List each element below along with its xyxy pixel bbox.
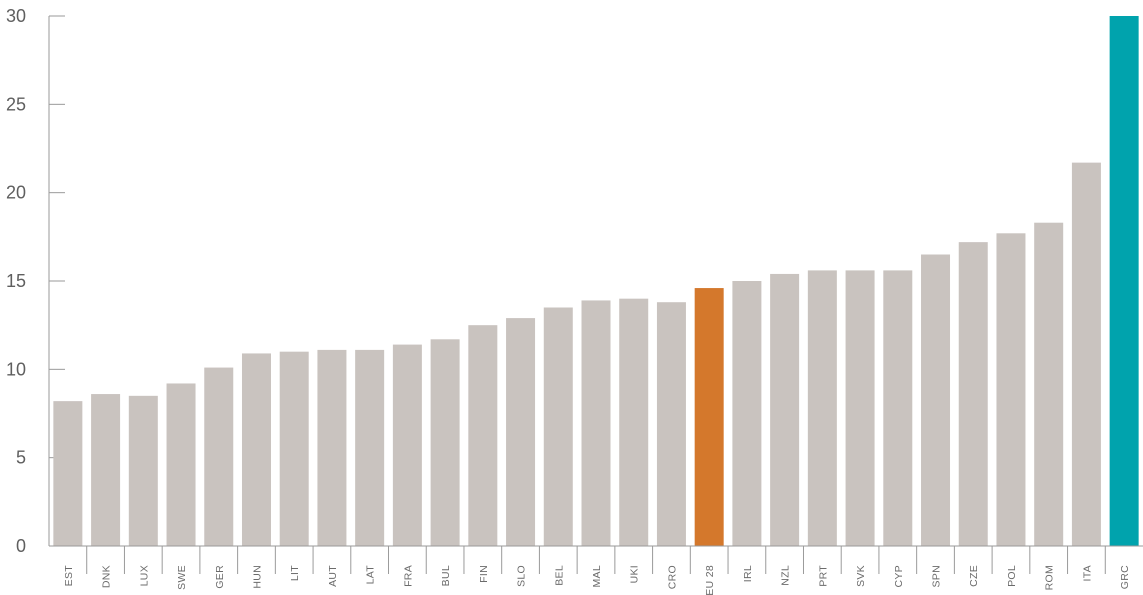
x-tick-label: LAT <box>365 565 377 585</box>
x-tick-label: POL <box>1006 565 1018 587</box>
y-tick-label: 20 <box>6 183 26 203</box>
x-tick-label: ROM <box>1044 565 1056 590</box>
x-tick-label: DNK <box>101 565 113 588</box>
bar <box>732 281 762 546</box>
x-tick-label: FRA <box>402 565 414 587</box>
x-tick-label: CZE <box>968 565 980 587</box>
x-tick-label: SVK <box>855 565 867 587</box>
x-tick-label: CRO <box>666 565 678 589</box>
x-tick-label: GER <box>214 565 226 589</box>
bar <box>355 349 385 546</box>
bar <box>468 325 498 546</box>
bar <box>996 233 1026 547</box>
y-tick-label: 5 <box>16 448 26 468</box>
bar <box>883 270 913 546</box>
x-tick-label: HUN <box>251 565 263 589</box>
bar <box>241 353 271 546</box>
bar <box>543 307 573 546</box>
x-axis: EST DNK LUX SWE GER HUN LIT AUT LAT FRA BUL FIN SLO B… <box>49 545 1143 595</box>
bar <box>53 401 83 546</box>
x-tick-label: UKI <box>629 565 641 583</box>
y-tick-label: 30 <box>6 6 26 26</box>
bar <box>1071 162 1101 546</box>
bar <box>807 270 837 546</box>
bar <box>317 349 347 546</box>
x-tick-label: MAL <box>591 565 603 588</box>
bar <box>430 339 460 546</box>
bar <box>581 300 611 546</box>
bar <box>770 273 800 546</box>
x-tick-label: BUL <box>440 565 452 586</box>
y-axis: 0 5 10 15 20 25 30 <box>6 6 65 556</box>
x-tick-label: CYP <box>893 565 905 588</box>
x-tick-label: AUT <box>327 565 339 587</box>
x-tick-label: SWE <box>176 565 188 590</box>
y-tick-label: 15 <box>6 271 26 291</box>
x-tick-label: SPN <box>931 565 943 588</box>
bar <box>166 383 196 546</box>
x-tick-label: BEL <box>553 565 565 586</box>
y-tick-label: 25 <box>6 94 26 114</box>
bar <box>845 270 875 546</box>
x-tick-label: GRC <box>1119 565 1131 589</box>
x-tick-label: SLO <box>516 565 528 587</box>
x-tick-label: LIT <box>289 565 301 581</box>
bar <box>1109 16 1139 546</box>
bar <box>656 302 686 546</box>
bar <box>958 242 988 546</box>
bar <box>204 367 234 546</box>
y-tick-label: 0 <box>16 536 26 556</box>
bars <box>53 16 1139 547</box>
x-tick-label: EST <box>63 565 75 587</box>
bar <box>91 394 121 546</box>
bar <box>1034 222 1064 546</box>
bar <box>694 288 724 546</box>
x-tick-label: IRL <box>742 565 754 582</box>
bar <box>506 318 536 546</box>
bar <box>279 351 309 546</box>
y-tick-label: 10 <box>6 359 26 379</box>
x-tick-label: NZL <box>780 565 792 586</box>
x-tick-label: EU 28 <box>704 565 716 595</box>
bar <box>921 254 951 546</box>
x-tick-label: ITA <box>1081 565 1093 581</box>
x-tick-label: PRT <box>817 565 829 587</box>
x-tick-label: FIN <box>478 565 490 583</box>
bar <box>128 395 158 546</box>
x-tick-label: LUX <box>138 565 150 586</box>
bar <box>392 344 422 546</box>
bar <box>619 298 649 546</box>
